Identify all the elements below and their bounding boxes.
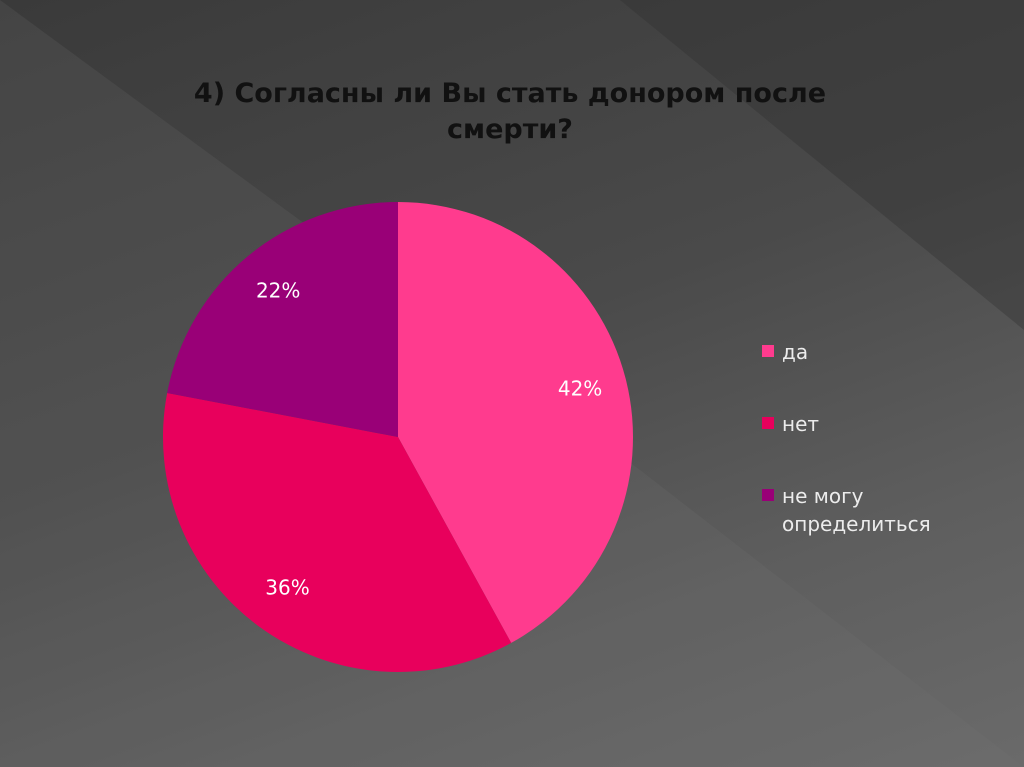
pie-data-label: 36% xyxy=(265,576,309,600)
pie-slices xyxy=(163,201,633,673)
chart-legend: да нет не могу определиться xyxy=(762,338,1002,538)
legend-label: не могу определиться xyxy=(782,484,931,536)
legend-swatch xyxy=(762,417,774,429)
legend-swatch xyxy=(762,345,774,357)
legend-label: да xyxy=(782,340,809,364)
legend-swatch xyxy=(762,489,774,501)
pie-labels: 42% 36% 22% xyxy=(256,279,602,600)
pie-data-label: 42% xyxy=(558,377,602,401)
legend-item-ne-mogu: не могу определиться xyxy=(762,482,1002,538)
pie-slice-0 xyxy=(398,202,633,643)
pie-data-label: 22% xyxy=(256,279,300,303)
pie-slice-1 xyxy=(163,392,512,673)
legend-item-da: да xyxy=(762,338,1002,366)
legend-label: нет xyxy=(782,412,820,436)
pie-slice-2 xyxy=(167,201,398,437)
chart-title: 4) Согласны ли Вы стать донором после см… xyxy=(193,78,827,145)
legend-item-net: нет xyxy=(762,410,1002,438)
